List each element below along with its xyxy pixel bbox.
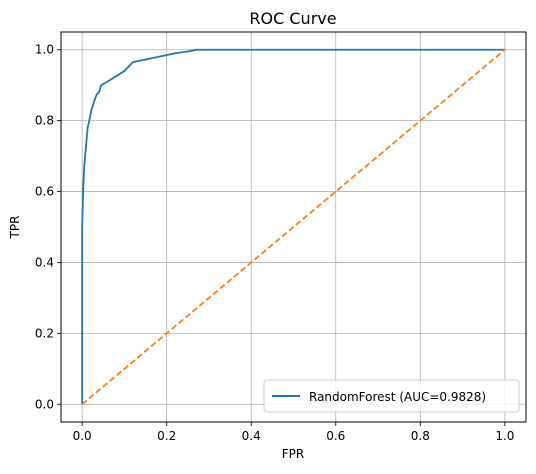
legend-label-randomforest: RandomForest (AUC=0.9828) (309, 390, 486, 404)
series-line-chance-diagonal (81, 49, 506, 405)
x-tick-label: 0.6 (326, 429, 345, 443)
y-tick-label: 0.4 (35, 255, 54, 269)
x-axis-label: FPR (282, 447, 304, 461)
series-line-randomforest (81, 48, 505, 405)
x-tick-label: 0.8 (411, 429, 430, 443)
y-tick-label: 0.0 (35, 397, 54, 411)
x-tick-label: 0.2 (157, 429, 176, 443)
y-tick-label: 0.2 (35, 326, 54, 340)
plot-frame (60, 31, 527, 423)
y-tick-label: 1.0 (35, 43, 54, 57)
x-axis-ticks: 0.0 0.2 0.4 0.6 0.8 1.0 (73, 422, 514, 443)
y-axis-label: TPR (8, 216, 22, 240)
legend-box (263, 379, 520, 413)
y-tick-label: 0.6 (35, 185, 54, 199)
grid-layer (61, 32, 526, 422)
x-tick-label: 1.0 (495, 429, 514, 443)
x-tick-label: 0.0 (73, 429, 92, 443)
legend: RandomForest (AUC=0.9828) (263, 379, 520, 413)
x-tick-label: 0.4 (242, 429, 261, 443)
series-layer (81, 48, 506, 405)
y-tick-label: 0.8 (35, 114, 54, 128)
y-axis-ticks: 0.0 0.2 0.4 0.6 0.8 1.0 (35, 43, 61, 411)
chart-title: ROC Curve (249, 9, 336, 28)
